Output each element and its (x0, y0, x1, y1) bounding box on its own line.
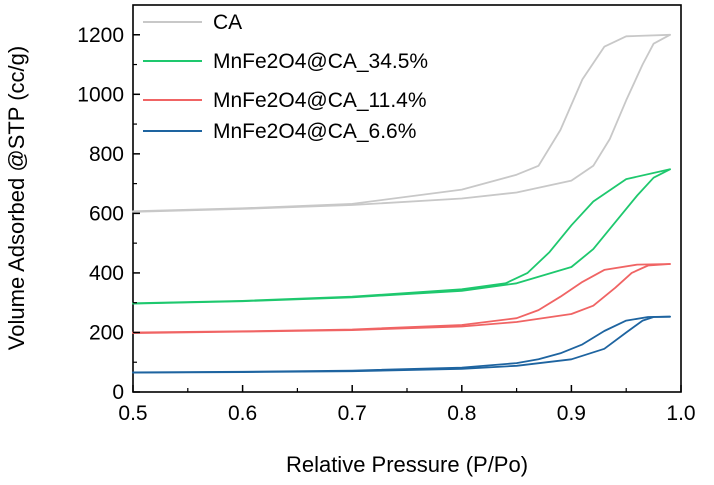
series-line-2-adsorption (132, 168, 671, 305)
y-tick-label: 400 (89, 262, 124, 285)
series-line-3-adsorption (132, 263, 671, 334)
y-axis: 0 200 400 600 800 1000 1200 (77, 24, 140, 404)
y-tick-label: 1000 (77, 83, 124, 106)
y-tick-label: 1200 (77, 24, 124, 47)
y-tick-label: 800 (89, 143, 124, 166)
legend-label: MnFe2O4@CA_6.6% (213, 120, 416, 143)
series-layer (132, 33, 671, 374)
series-line-3-desorption (132, 263, 671, 334)
legend-label: CA (213, 11, 242, 34)
series-line-1-adsorption (132, 33, 671, 213)
x-axis: 0.5 0.6 0.7 0.8 0.9 1.0 (118, 385, 696, 425)
x-tick-label: 0.9 (557, 402, 586, 425)
x-tick-label: 0.6 (228, 402, 257, 425)
series-line-4-adsorption (132, 315, 671, 374)
y-tick-label: 200 (89, 321, 124, 344)
series-line-2-desorption (132, 168, 671, 305)
series-line-4-desorption (132, 315, 671, 374)
x-tick-label: 0.7 (338, 402, 367, 425)
legend-label: MnFe2O4@CA_11.4% (213, 89, 427, 112)
y-axis-title: Volume Adsorbed @STP (cc/g) (4, 46, 29, 350)
x-tick-label: 1.0 (666, 402, 695, 425)
y-tick-label: 600 (89, 202, 124, 225)
legend: CA MnFe2O4@CA_34.5% MnFe2O4@CA_11.4% MnFe2O… (143, 11, 428, 143)
x-tick-label: 0.5 (118, 402, 147, 425)
x-axis-title: Relative Pressure (P/Po) (286, 452, 528, 477)
legend-label: MnFe2O4@CA_34.5% (213, 50, 428, 73)
series-line-1-desorption (132, 33, 671, 213)
x-tick-label: 0.8 (447, 402, 476, 425)
y-tick-label: 0 (112, 381, 124, 404)
